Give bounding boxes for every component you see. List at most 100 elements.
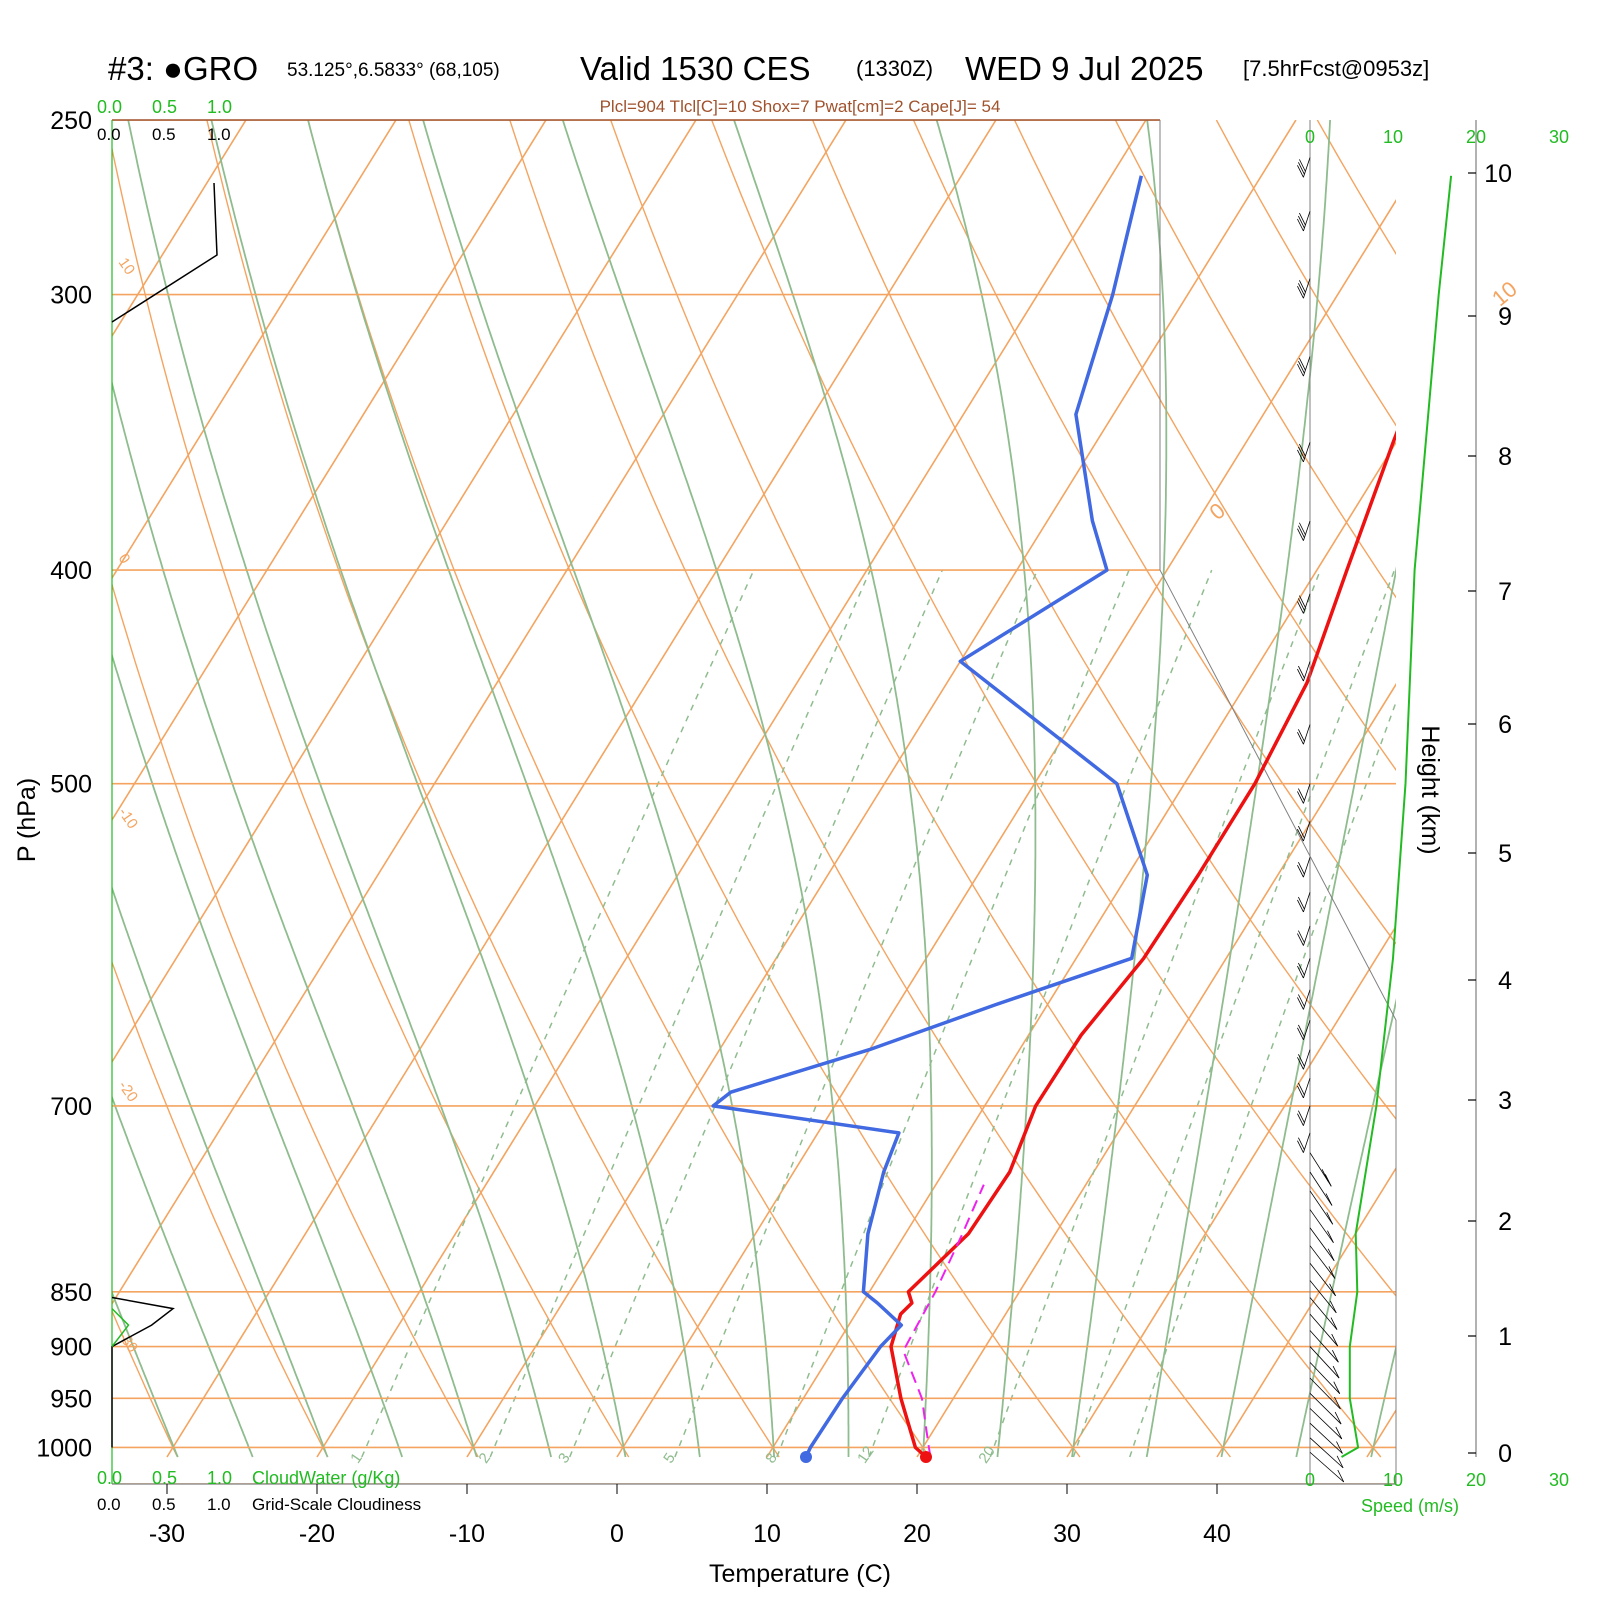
mixing-ratio-line [1072,569,1396,1458]
wind-barb [1297,857,1311,878]
height-tick-label: 4 [1498,967,1512,995]
surface-temperature-marker [920,1451,932,1463]
pressure-tick-label: 250 [50,107,92,135]
moist-adiabat-line [112,885,329,1458]
wind-barb [1309,1190,1334,1225]
dry-adiabat-line [112,960,329,1458]
cloudiness-label: Grid-Scale Cloudiness [252,1495,421,1514]
moist-adiabat-line [307,120,701,1458]
cloudiness-tick-bottom: 0.5 [152,1495,176,1514]
wind-barb [1297,520,1311,541]
cloudwater-tick-bottom: 1.0 [207,1468,232,1488]
wind-barb-flag [1332,1365,1340,1379]
wind-barb-flag [1298,788,1305,801]
wind-barb [1297,989,1311,1010]
wind-barb-flag [1329,1283,1336,1297]
wind-barb-flag [1297,828,1304,842]
wind-barb-flag [1297,899,1304,913]
height-tick-label: 9 [1498,303,1512,331]
wind-barb [1309,1362,1341,1394]
wind-barb-flag [1299,280,1306,293]
wind-barb-shaft [1309,1280,1337,1314]
mixing-ratio-line [569,569,943,1458]
wind-barb-flag [1297,1140,1304,1153]
cloudiness-tick-bottom: 1.0 [207,1495,231,1514]
wind-barb-flag [1298,896,1305,910]
dry-adiabat-line [206,120,780,1458]
mixing-ratio-label: 20 [975,1443,998,1466]
wind-barb [1297,783,1311,804]
speed-tick-top: 30 [1549,127,1569,147]
pressure-tick-label: 500 [50,771,92,799]
dry-adiabat-label: -20 [115,1078,141,1106]
dry-adiabat-label: 0 [115,551,134,568]
wind-barb-shaft [1309,1263,1336,1297]
pressure-tick-label: 1000 [36,1434,92,1462]
wind-barb [1309,1451,1345,1483]
wind-barb-flag [1299,358,1306,371]
wind-barb-flag [1298,1137,1305,1150]
wind-barb-flag [1298,862,1305,875]
isotherm-line [1066,924,1396,1458]
wind-barb-shaft [1309,1313,1339,1347]
mixing-ratio-line [989,569,1321,1458]
dry-adiabat-line [1519,120,1600,1457]
wind-barb [1309,1171,1333,1206]
speed-scale-bottom: 0 10 20 30 Speed (m/s) [1305,1470,1569,1516]
wind-barb-flag [1298,1110,1305,1123]
isotherm-line [166,120,997,1458]
wind-barb-flag [1328,1266,1336,1279]
wind-barb-flag [1298,1054,1305,1067]
wind-barb-flag [1298,360,1305,374]
wind-barb [1297,211,1311,232]
speed-tick-bottom: 0 [1305,1470,1315,1490]
isotherm-line [1517,120,1600,1457]
wind-barb-flag [1336,1455,1344,1469]
parcel-trace [902,1184,985,1458]
dry-adiabat-line [1114,120,1396,599]
wind-barb-shaft [1309,1377,1341,1410]
wind-barb-flag [1325,1193,1333,1206]
x-axis-label: Temperature (C) [709,1560,891,1588]
speed-tick-bottom: 10 [1383,1470,1403,1490]
wind-barb [1297,1019,1311,1041]
dry-adiabat-line [509,120,1231,1458]
wind-barb-flag [1297,528,1304,541]
wind-barb [1309,1422,1343,1454]
dry-adiabat-line [112,1309,179,1458]
dewpoint-trace [711,175,1150,1458]
wind-barb-flag [1297,1085,1304,1099]
cloudiness-tick-top: 0.5 [152,125,176,144]
wind-barb-flag [1330,1317,1338,1330]
wind-barb-flag [1297,864,1304,878]
axes: 0123456789102503004005007008509009501000… [36,107,1512,1548]
wind-barb-flag [1324,1174,1332,1187]
height-tick-label: 3 [1498,1087,1512,1115]
wind-barb-shaft [1309,1408,1343,1440]
cloudwater-tick-top: 0.0 [97,97,122,117]
wind-barb [1297,442,1311,463]
wind-barb-flag [1297,668,1304,682]
cloudwater-tick-bottom: 0.0 [97,1468,122,1488]
wind-barb [1297,958,1311,979]
height-tick-label: 7 [1498,578,1512,606]
moist-adiabat-line [1071,120,1168,1458]
speed-axis-label: Speed (m/s) [1361,1496,1459,1516]
frame-right-lower [1159,569,1397,1484]
isotherm-line [916,682,1396,1458]
mixing-ratio-line [674,569,1038,1458]
wind-barb [1309,1297,1338,1330]
height-tick-label: 8 [1498,443,1512,471]
dry-adiabat-line [112,582,479,1458]
speed-tick-top: 0 [1305,127,1315,147]
wind-barb-shaft [1303,857,1311,878]
height-tick-label: 5 [1498,840,1512,868]
cloudwater-tick-top: 0.5 [152,97,177,117]
wind-barb-flag [1298,962,1305,976]
wind-barb-shaft [1309,1422,1343,1454]
cloudwater-profile [111,1308,130,1348]
wind-barb [1309,1245,1336,1279]
temperature-trace [889,430,1396,1459]
speed-scale-top: 0 10 20 30 [1305,127,1569,147]
moist-adiabat-line [210,120,627,1458]
